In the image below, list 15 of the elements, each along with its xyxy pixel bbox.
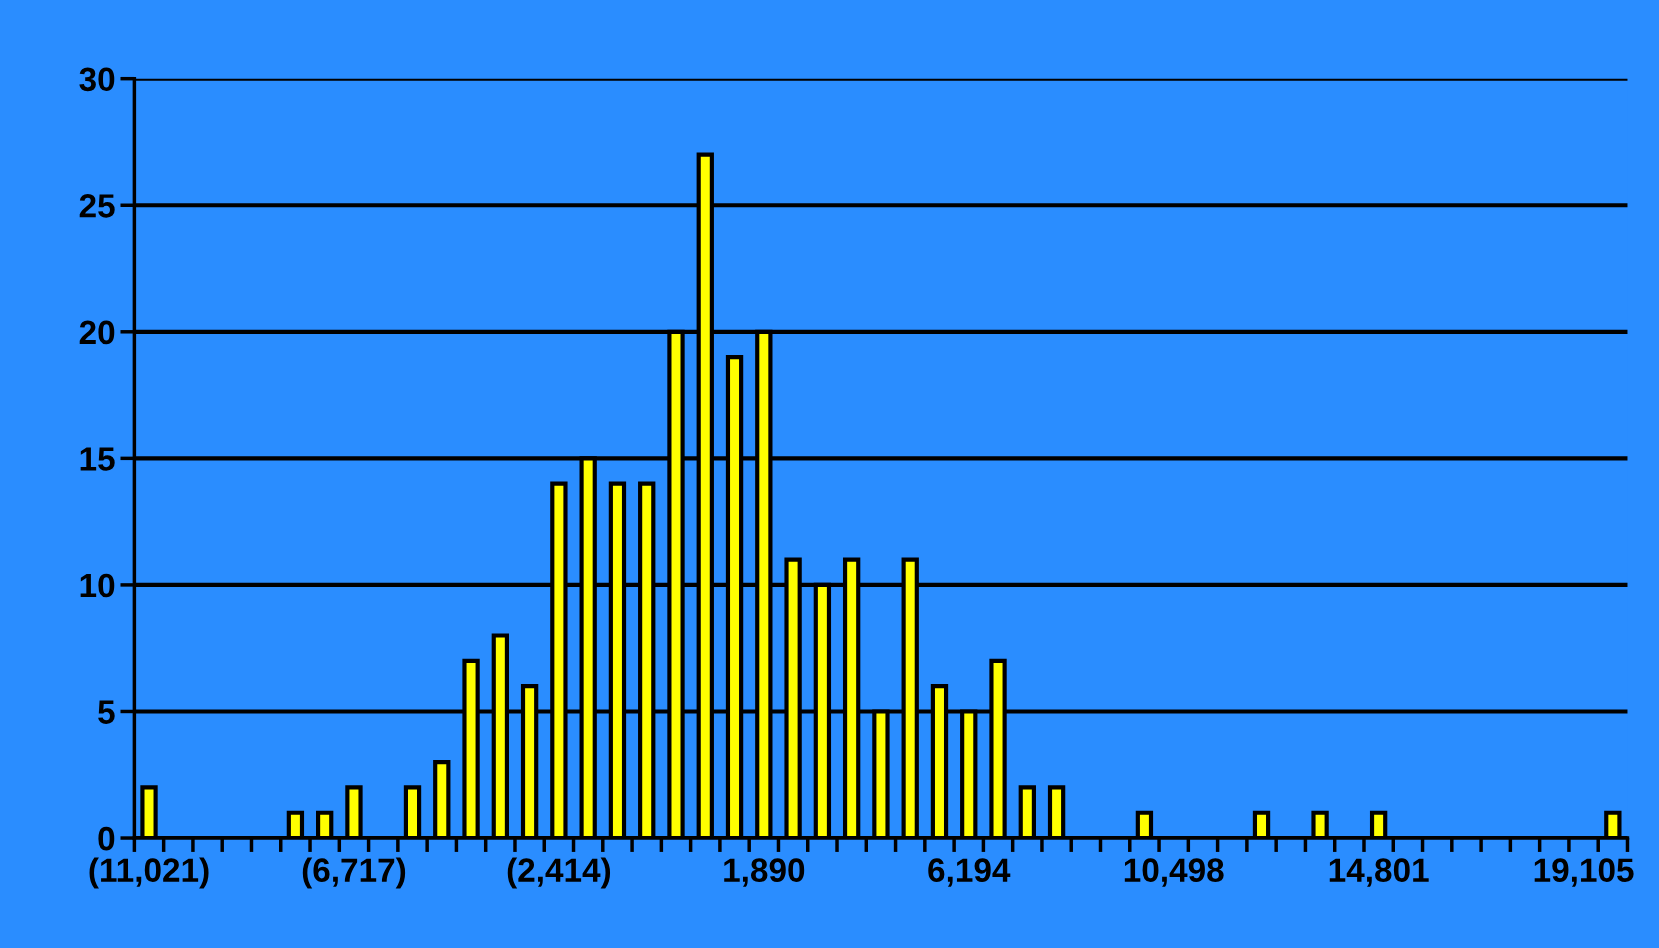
x-tick-label: 10,498 — [1124, 858, 1224, 887]
y-tick-label: 0 — [98, 826, 115, 851]
x-tick-label: (6,717) — [302, 857, 406, 889]
y-tick-label: 5 — [98, 700, 115, 724]
y-tick-label: 15 — [80, 447, 115, 471]
x-tick-label: (2,414) — [507, 857, 611, 889]
y-tick-label: 10 — [80, 573, 115, 598]
x-tick-label: 14,801 — [1329, 858, 1429, 887]
y-tick-label: 30 — [79, 67, 115, 92]
x-tick-label: 19,105 — [1534, 858, 1634, 887]
x-tick-label: 6,194 — [928, 858, 1011, 887]
y-tick-label: 25 — [79, 194, 115, 218]
y-tick-label: 20 — [79, 320, 115, 345]
x-tick-label: (11,021) — [89, 857, 209, 889]
x-tick-label: 1,890 — [724, 858, 805, 887]
